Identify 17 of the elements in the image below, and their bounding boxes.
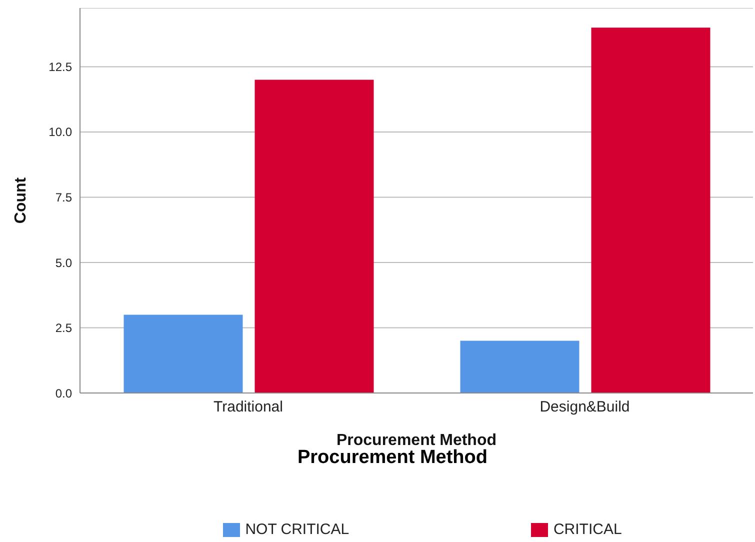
- y-tick-label: 7.5: [55, 190, 72, 204]
- y-tick-label: 12.5: [48, 60, 72, 74]
- bar: [460, 340, 580, 393]
- bar: [591, 28, 710, 393]
- x-axis-title: Procurement Method: [336, 432, 497, 449]
- bar: [124, 314, 243, 393]
- y-tick-label: 10.0: [48, 125, 72, 140]
- y-tick-label: 2.5: [55, 321, 72, 336]
- x-tick-label: Traditional: [214, 398, 283, 416]
- y-tick-label: 0.0: [55, 386, 72, 400]
- legend-title: Procurement Method: [296, 447, 489, 469]
- x-tick-label: Design&Build: [540, 398, 630, 416]
- y-tick-label: 5.0: [55, 256, 72, 270]
- legend-label: CRITICAL: [552, 521, 622, 538]
- bar: [254, 80, 374, 393]
- y-axis-title: Count: [12, 176, 30, 224]
- legend-label: NOT CRITICAL: [244, 521, 350, 538]
